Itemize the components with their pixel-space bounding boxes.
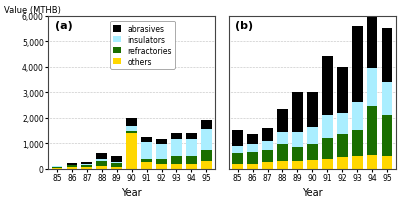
Bar (82, 163, 92, 164)
Bar (96, 153, 107, 159)
Bar (141, 137, 152, 142)
Bar (292, 147, 303, 161)
Bar (307, 145, 318, 160)
Bar (337, 113, 348, 135)
Legend: abrasives, insulators, refractories, others: abrasives, insulators, refractories, oth… (110, 22, 175, 69)
Bar (126, 131, 137, 133)
Bar (382, 116, 392, 156)
Bar (262, 150, 273, 163)
Text: Value (MTHB): Value (MTHB) (4, 6, 61, 15)
Text: (a): (a) (55, 21, 72, 31)
Bar (247, 152, 258, 164)
Bar (277, 109, 288, 132)
Bar (186, 164, 197, 169)
Bar (156, 164, 167, 169)
Text: (b): (b) (235, 21, 254, 31)
Bar (126, 126, 137, 131)
X-axis label: Year: Year (302, 187, 323, 198)
Bar (52, 166, 62, 167)
Bar (292, 93, 303, 132)
Bar (232, 146, 243, 154)
Bar (247, 145, 258, 152)
Bar (307, 127, 318, 145)
Bar (247, 164, 258, 169)
Bar (82, 164, 92, 165)
Bar (201, 130, 212, 150)
Bar (126, 133, 137, 169)
Bar (322, 159, 333, 169)
Bar (111, 163, 122, 167)
Bar (126, 119, 137, 126)
Bar (141, 142, 152, 159)
Bar (352, 27, 362, 103)
Bar (201, 150, 212, 161)
Bar (367, 107, 378, 155)
Bar (96, 166, 107, 169)
Bar (367, 155, 378, 169)
Bar (232, 164, 243, 169)
Bar (141, 163, 152, 169)
Bar (186, 133, 197, 140)
Bar (277, 132, 288, 145)
Bar (201, 161, 212, 169)
Bar (156, 140, 167, 145)
Bar (352, 156, 362, 169)
Bar (66, 165, 77, 166)
Bar (382, 156, 392, 169)
Bar (52, 168, 62, 169)
Bar (171, 156, 182, 164)
Bar (367, 14, 378, 69)
Bar (96, 159, 107, 161)
Bar (156, 145, 167, 159)
Bar (111, 157, 122, 162)
Bar (111, 162, 122, 163)
Bar (337, 135, 348, 157)
Bar (352, 131, 362, 156)
Bar (322, 116, 333, 138)
Bar (367, 69, 378, 107)
Bar (337, 157, 348, 169)
Bar (232, 131, 243, 146)
Bar (232, 154, 243, 164)
Bar (186, 140, 197, 156)
Bar (52, 167, 62, 168)
Bar (247, 135, 258, 145)
Bar (307, 160, 318, 169)
Bar (66, 163, 77, 165)
Bar (382, 83, 392, 116)
Bar (292, 132, 303, 147)
Bar (277, 145, 288, 161)
Bar (156, 159, 167, 164)
Bar (262, 141, 273, 150)
Bar (82, 165, 92, 168)
Bar (337, 67, 348, 113)
Bar (96, 161, 107, 166)
Bar (262, 163, 273, 169)
Bar (171, 133, 182, 140)
Bar (277, 161, 288, 169)
Bar (292, 161, 303, 169)
Bar (141, 159, 152, 163)
Bar (66, 168, 77, 169)
Bar (171, 140, 182, 156)
Bar (322, 138, 333, 159)
Bar (382, 29, 392, 83)
Bar (171, 164, 182, 169)
Bar (66, 166, 77, 168)
Bar (111, 167, 122, 169)
Bar (201, 121, 212, 130)
Bar (352, 103, 362, 131)
Bar (262, 128, 273, 141)
X-axis label: Year: Year (121, 187, 142, 198)
Bar (307, 93, 318, 127)
Bar (82, 168, 92, 169)
Bar (186, 156, 197, 164)
Bar (322, 57, 333, 116)
